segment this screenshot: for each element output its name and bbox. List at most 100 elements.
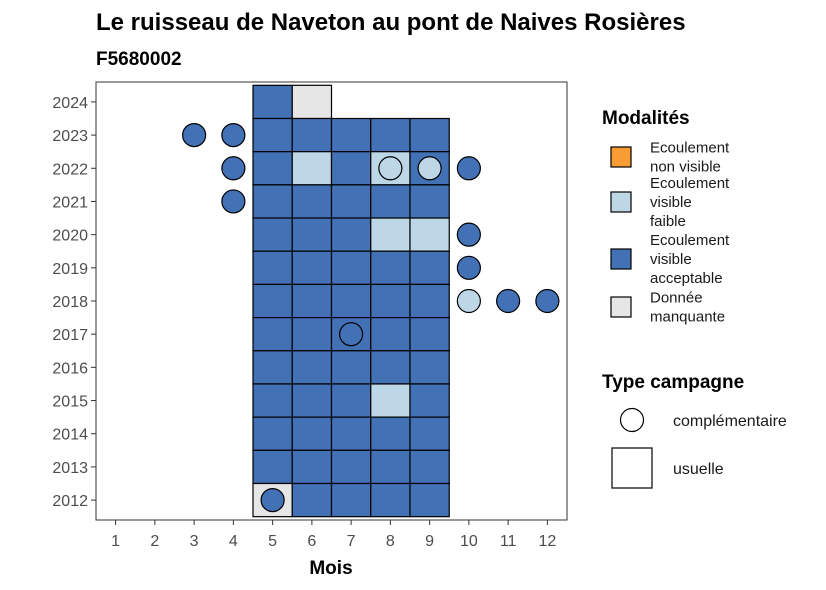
point-2022-8 <box>378 156 403 181</box>
legend-key-non_visible <box>610 146 632 168</box>
legend-key-manquante <box>610 296 632 318</box>
tile-2014-5 <box>252 416 293 451</box>
y-tick-label-2023: 2023 <box>52 128 88 145</box>
tile-2023-5 <box>252 117 293 153</box>
tile-2017-9 <box>409 316 450 352</box>
tile-2012-8 <box>370 482 411 518</box>
legend-label-non_visible-1: non visible <box>650 159 721 176</box>
x-tick-label-2: 2 <box>150 533 159 550</box>
legend-label-manquante-0: Donnée <box>650 290 703 307</box>
tile-2020-7 <box>330 217 372 252</box>
chart-title: Le ruisseau de Naveton au pont de Naives… <box>96 9 686 36</box>
tile-2015-9 <box>409 383 450 418</box>
y-tick-label-2019: 2019 <box>52 261 88 278</box>
x-tick-label-10: 10 <box>460 533 478 550</box>
tile-2015-8 <box>370 383 411 418</box>
y-tick-label-2014: 2014 <box>52 427 88 444</box>
tile-2015-5 <box>252 383 293 418</box>
tile-2024-5 <box>252 84 293 120</box>
x-tick-label-12: 12 <box>538 533 556 550</box>
y-tick-label-2021: 2021 <box>52 194 88 211</box>
tile-2014-8 <box>370 416 411 451</box>
x-tick-label-8: 8 <box>386 533 395 550</box>
tile-2016-8 <box>370 350 411 385</box>
x-axis: 1 2 3 4 5 6 7 8 9 10 11 12 <box>111 520 556 550</box>
tile-2023-9 <box>409 117 450 153</box>
point-2023-4 <box>221 122 246 148</box>
x-tick-label-6: 6 <box>307 533 316 550</box>
tile-2021-8 <box>370 184 411 219</box>
tile-2022-7 <box>330 151 372 186</box>
legend-key-complementaire <box>619 407 645 433</box>
plot-area <box>95 81 568 521</box>
point-2018-11 <box>496 288 521 314</box>
tile-2018-6 <box>291 283 333 319</box>
tile-2016-5 <box>252 350 293 385</box>
legend-campagne: Type campagne complémentaire usuelle <box>602 372 787 489</box>
legend-label-non_visible-0: Ecoulement <box>650 140 730 157</box>
tile-2018-5 <box>252 283 293 319</box>
tile-2021-9 <box>409 184 450 219</box>
point-2020-10 <box>456 222 481 247</box>
x-tick-label-5: 5 <box>268 533 277 550</box>
chart-subtitle: F5680002 <box>96 49 182 70</box>
tile-2016-7 <box>330 350 372 385</box>
tile-2014-9 <box>409 416 450 451</box>
point-2019-10 <box>456 255 481 280</box>
tile-2021-7 <box>330 184 372 219</box>
tile-2013-7 <box>330 449 372 485</box>
legend-label-faible-2: faible <box>650 213 686 230</box>
tile-2021-5 <box>252 184 293 219</box>
tile-2018-9 <box>409 283 450 319</box>
tile-2014-6 <box>291 416 333 451</box>
point-2012-5 <box>260 487 285 513</box>
legend-label-faible-0: Ecoulement <box>650 175 730 192</box>
tile-2017-6 <box>291 316 333 352</box>
tile-2015-6 <box>291 383 333 418</box>
legend-label-usuelle: usuelle <box>673 461 724 478</box>
y-tick-label-2020: 2020 <box>52 228 88 245</box>
point-2017-7 <box>339 322 364 347</box>
tile-2012-9 <box>409 482 450 518</box>
tile-2023-7 <box>330 117 372 153</box>
y-tick-label-2024: 2024 <box>52 95 88 112</box>
y-tick-label-2022: 2022 <box>52 161 88 178</box>
point-2021-4 <box>221 189 246 214</box>
tile-2023-6 <box>291 117 333 153</box>
point-2018-10 <box>456 288 481 314</box>
y-tick-label-2018: 2018 <box>52 294 88 311</box>
legend-key-usuelle <box>611 447 653 489</box>
legend-label-acceptable-0: Ecoulement <box>650 232 730 249</box>
tile-2017-8 <box>370 316 411 352</box>
point-2022-4 <box>221 156 246 181</box>
tile-2020-9 <box>409 217 450 252</box>
tile-2012-6 <box>291 482 333 518</box>
tile-2014-7 <box>330 416 372 451</box>
tile-2024-6 <box>291 84 333 120</box>
tile-2021-6 <box>291 184 333 219</box>
x-tick-label-1: 1 <box>111 533 120 550</box>
tile-2019-8 <box>370 250 411 286</box>
legend-label-manquante-1: manquante <box>650 309 725 326</box>
tile-2019-5 <box>252 250 293 286</box>
x-tick-label-3: 3 <box>190 533 199 550</box>
y-tick-label-2013: 2013 <box>52 460 88 477</box>
tile-2016-6 <box>291 350 333 385</box>
tile-2020-6 <box>291 217 333 252</box>
legend-label-faible-1: visible <box>650 194 692 211</box>
tile-2013-5 <box>252 449 293 485</box>
point-2022-10 <box>456 156 481 181</box>
y-tick-label-2016: 2016 <box>52 360 88 377</box>
legend-campagne-title: Type campagne <box>602 372 744 393</box>
tile-2019-7 <box>330 250 372 286</box>
tile-2020-5 <box>252 217 293 252</box>
tile-2017-5 <box>252 316 293 352</box>
tile-2018-7 <box>330 283 372 319</box>
tile-2022-5 <box>252 151 293 186</box>
x-tick-label-7: 7 <box>347 533 356 550</box>
tile-2023-8 <box>370 117 411 153</box>
tile-2020-8 <box>370 217 411 252</box>
tile-2015-7 <box>330 383 372 418</box>
x-tick-label-4: 4 <box>229 533 238 550</box>
